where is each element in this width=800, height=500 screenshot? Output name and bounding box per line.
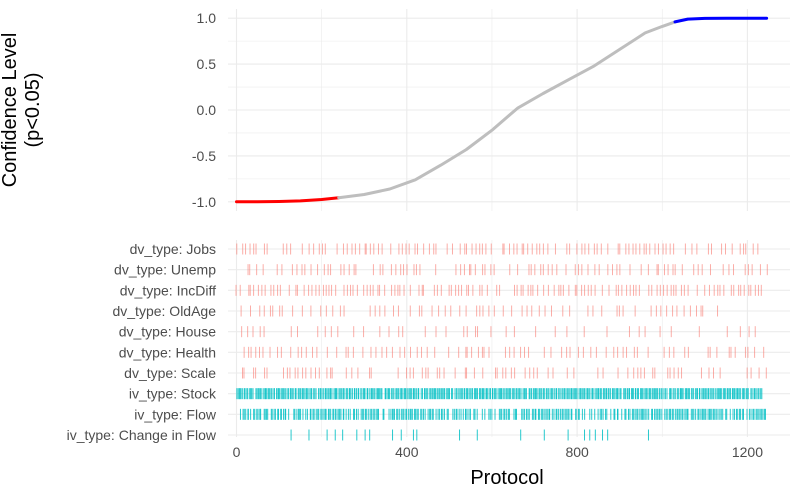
y-tick-label: -0.5	[192, 148, 216, 164]
row-label: iv_type: Flow	[134, 406, 217, 422]
rug-row	[235, 284, 762, 296]
rug-row	[247, 264, 768, 276]
top-y-tick-labels: -1.0 -0.5 0.0 0.5 1.0	[192, 10, 216, 210]
y-tick-label: 0.0	[197, 102, 217, 118]
row-label: dv_type: House	[119, 324, 216, 340]
bottom-panel-gridlines	[228, 240, 790, 437]
confidence-line-neutral	[337, 20, 677, 200]
rug-row	[236, 388, 763, 400]
confidence-line-negative	[235, 196, 341, 204]
row-label: dv_type: Jobs	[130, 241, 216, 257]
row-label: dv_type: Health	[119, 344, 216, 360]
y-axis-title-line1: Confidence Level	[0, 33, 21, 188]
rug-row	[236, 243, 759, 255]
rug-row	[239, 408, 766, 420]
rug-row	[241, 326, 756, 338]
rug-marks	[235, 243, 768, 441]
confidence-lines	[235, 16, 769, 204]
y-axis-title-line2: (p<0.05)	[22, 72, 44, 147]
confidence-line-positive	[673, 16, 769, 24]
x-axis-title: Protocol	[470, 467, 543, 489]
y-tick-label: -1.0	[192, 194, 216, 210]
row-label: iv_type: Change in Flow	[67, 427, 217, 443]
rug-row	[242, 367, 767, 379]
x-tick-label: 800	[565, 444, 589, 460]
x-tick-label: 1200	[732, 444, 763, 460]
y-tick-label: 1.0	[197, 10, 217, 26]
row-label: dv_type: Unemp	[114, 262, 216, 278]
y-tick-label: 0.5	[197, 56, 217, 72]
row-label: dv_type: OldAge	[112, 303, 216, 319]
rug-row	[290, 429, 649, 441]
top-panel-gridlines	[228, 9, 790, 211]
row-label: iv_type: Stock	[129, 386, 217, 402]
rug-row	[240, 305, 719, 317]
row-label: dv_type: Scale	[124, 365, 216, 381]
row-label: dv_type: IncDiff	[120, 282, 216, 298]
x-tick-label: 0	[233, 444, 241, 460]
x-tick-labels: 0 400 800 1200	[233, 444, 764, 460]
x-tick-label: 400	[395, 444, 419, 460]
row-labels: dv_type: Jobs dv_type: Unemp dv_type: IncD…	[67, 241, 217, 443]
rug-row	[243, 346, 765, 358]
